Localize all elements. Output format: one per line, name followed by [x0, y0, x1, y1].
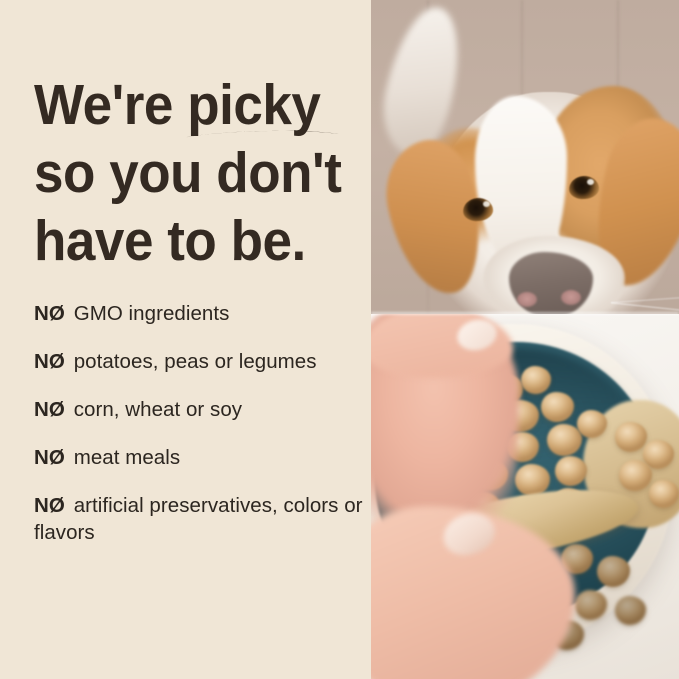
kibble-piece	[649, 480, 679, 508]
copy-panel: We're picky so you don't have to be. NØ …	[34, 71, 364, 546]
kibble-piece	[577, 410, 607, 438]
headline-line-2: so you don't	[34, 141, 342, 205]
dog-nose	[509, 252, 593, 318]
no-badge: NØ	[34, 398, 65, 421]
claim-text: potatoes, peas or legumes	[67, 350, 317, 373]
headline-emphasis-text: picky	[187, 73, 321, 137]
dog-eye-highlight	[483, 201, 490, 207]
photo-seam	[371, 312, 679, 315]
claim-text: GMO ingredients	[67, 302, 230, 325]
list-item: NØ meat meals	[34, 444, 364, 471]
kibble-piece	[643, 440, 674, 469]
page-title: We're picky so you don't have to be.	[34, 71, 342, 275]
kibble-piece	[597, 556, 630, 587]
kibble-piece	[575, 590, 607, 620]
photo-dog	[371, 0, 679, 322]
photo-column	[371, 0, 679, 679]
kibble-piece	[555, 456, 587, 486]
kibble-piece	[615, 422, 647, 452]
list-item: NØ artificial preservatives, colors or f…	[34, 492, 364, 546]
headline-line-3: have to be.	[34, 209, 306, 273]
claim-text: artificial preservatives, colors or flav…	[34, 494, 363, 544]
kibble-piece	[521, 366, 551, 394]
kibble-piece	[547, 424, 582, 456]
list-item: NØ potatoes, peas or legumes	[34, 348, 364, 375]
kibble-piece	[541, 392, 574, 422]
no-badge: NØ	[34, 350, 65, 373]
claim-text: corn, wheat or soy	[67, 398, 243, 421]
kibble-piece	[515, 464, 550, 496]
no-badge: NØ	[34, 446, 65, 469]
headline-line-1-prefix: We're	[34, 73, 188, 137]
kibble-piece	[615, 596, 646, 625]
dog-eye-highlight	[587, 179, 594, 185]
dog-nostril-left	[517, 292, 537, 307]
claim-text: meat meals	[67, 446, 181, 469]
list-item: NØ GMO ingredients	[34, 300, 364, 327]
headline-emphasis-picky: picky	[185, 71, 339, 139]
photo-bowl	[371, 314, 679, 679]
dog-nostril-right	[561, 290, 581, 305]
no-badge: NØ	[34, 302, 65, 325]
headline-line-1: We're picky	[34, 71, 341, 139]
list-item: NØ corn, wheat or soy	[34, 396, 364, 423]
claims-list: NØ GMO ingredients NØ potatoes, peas or …	[34, 300, 364, 546]
kibble-piece	[619, 460, 652, 491]
no-badge: NØ	[34, 494, 65, 517]
